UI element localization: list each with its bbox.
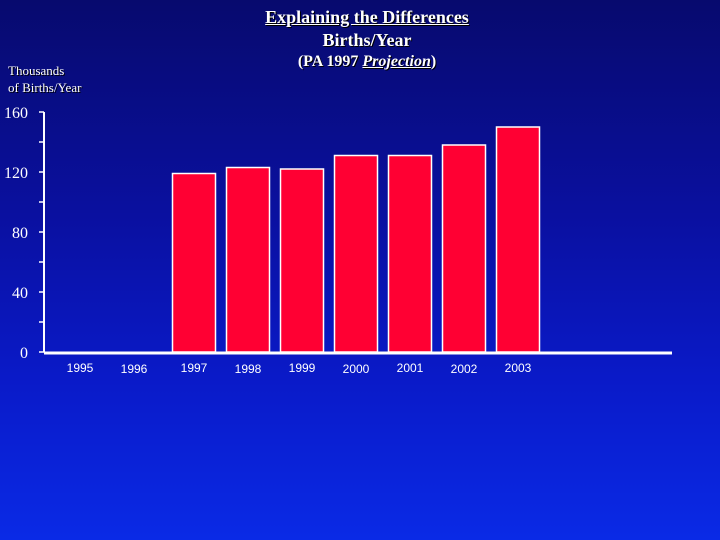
x-tick-label: 1995 [67, 361, 94, 375]
y-tick-label: 0 [20, 345, 28, 362]
bar-2002 [441, 144, 487, 353]
y-axis-title-line-2: of Births/Year [8, 80, 82, 95]
x-tick-label: 1996 [121, 362, 148, 376]
bar-1998 [225, 166, 271, 353]
y-tick-label: 120 [4, 165, 28, 182]
x-tick-label: 1998 [235, 362, 262, 376]
chart-subtitle: (PA 1997 Projection) [0, 53, 720, 71]
y-tick-label: 80 [12, 225, 28, 242]
chart-title: Explaining the Differences Births/Year [0, 6, 720, 52]
x-tick-label: 2000 [343, 362, 370, 376]
x-tick-label: 1999 [289, 361, 316, 375]
x-tick-label: 2001 [397, 361, 424, 375]
y-axis-title: Thousands of Births/Year [8, 62, 81, 96]
y-tick-label: 40 [12, 285, 28, 302]
x-tick-label: 2002 [451, 362, 478, 376]
bar-2000 [333, 154, 379, 353]
x-tick-label: 2003 [505, 361, 532, 375]
subtitle-close: ) [430, 53, 437, 70]
y-tick-label: 160 [4, 105, 28, 122]
subtitle-open: (PA 1997 [297, 53, 363, 70]
bar-1997 [171, 172, 217, 353]
title-line-1: Explaining the Differences [265, 7, 469, 27]
bar-2001 [387, 154, 433, 353]
bar-1999 [279, 168, 325, 353]
subtitle-projection: Projection [362, 53, 431, 70]
y-axis-title-line-1: Thousands [8, 63, 65, 78]
x-tick-label: 1997 [181, 361, 208, 375]
bar-2003 [495, 126, 541, 353]
title-line-2: Births/Year [322, 30, 412, 50]
